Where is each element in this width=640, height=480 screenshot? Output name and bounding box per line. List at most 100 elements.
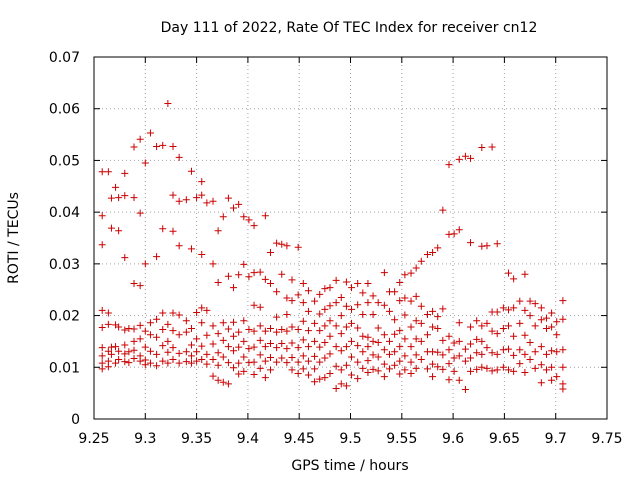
data-point — [391, 288, 399, 296]
data-point — [203, 306, 211, 314]
data-point — [235, 271, 243, 279]
x-tick-label: 9.5 — [339, 431, 361, 447]
data-point — [450, 367, 458, 375]
data-point — [461, 386, 469, 394]
data-point — [304, 357, 312, 365]
data-point — [380, 331, 388, 339]
data-point — [169, 191, 177, 199]
x-tick-label: 9.45 — [284, 431, 315, 447]
data-point — [407, 323, 415, 331]
data-point — [439, 351, 447, 359]
data-point — [115, 356, 123, 364]
data-point — [321, 374, 329, 382]
data-point — [473, 317, 481, 325]
data-point — [359, 364, 367, 372]
data-point — [273, 344, 281, 352]
data-point — [455, 319, 463, 327]
data-point — [266, 280, 274, 288]
data-point — [417, 302, 425, 310]
data-point — [478, 322, 486, 330]
data-point — [369, 337, 377, 345]
data-point — [537, 361, 545, 369]
data-point — [478, 144, 486, 151]
data-point — [483, 364, 491, 372]
data-point — [261, 212, 269, 220]
data-point — [316, 327, 324, 335]
data-point — [559, 363, 567, 371]
data-point — [130, 143, 138, 151]
data-point — [214, 227, 222, 235]
data-point — [423, 251, 431, 259]
data-point — [455, 352, 463, 360]
data-point — [98, 344, 106, 352]
data-point — [240, 337, 248, 345]
data-point — [445, 332, 453, 340]
data-point — [369, 365, 377, 373]
data-point — [219, 378, 227, 386]
data-point — [531, 348, 539, 356]
data-point — [521, 368, 529, 376]
data-point — [396, 370, 404, 378]
data-point — [230, 318, 238, 326]
data-point — [374, 367, 382, 375]
data-point — [326, 284, 334, 292]
data-point — [316, 358, 324, 366]
data-point — [417, 356, 425, 364]
data-point — [553, 318, 561, 326]
data-point — [342, 302, 350, 310]
data-point — [407, 369, 415, 377]
data-point — [401, 335, 409, 343]
data-point — [130, 337, 138, 345]
y-tick-label: 0.07 — [49, 50, 80, 66]
data-point — [261, 327, 269, 335]
data-point — [198, 251, 206, 259]
data-point — [187, 359, 195, 367]
data-point — [224, 325, 232, 333]
data-point — [288, 323, 296, 331]
data-point — [130, 280, 138, 288]
data-point — [273, 328, 281, 336]
data-point — [245, 216, 253, 224]
data-point — [493, 308, 501, 316]
data-point — [304, 307, 312, 315]
data-point — [412, 335, 420, 343]
data-point — [434, 313, 442, 321]
data-point — [510, 332, 518, 340]
data-point — [198, 304, 206, 312]
data-point — [516, 297, 524, 305]
data-point — [488, 349, 496, 357]
data-point — [531, 364, 539, 372]
data-point — [203, 331, 211, 339]
data-point — [526, 356, 534, 364]
data-point — [159, 309, 167, 317]
data-point — [374, 338, 382, 346]
data-point — [230, 347, 238, 355]
data-point — [187, 352, 195, 360]
data-point — [364, 368, 372, 376]
data-point — [354, 324, 362, 332]
data-point — [273, 358, 281, 366]
data-point — [164, 337, 172, 345]
y-tick-label: 0.04 — [49, 205, 80, 221]
data-point — [483, 319, 491, 327]
data-point — [288, 297, 296, 305]
data-point — [219, 353, 227, 361]
data-point — [175, 153, 183, 161]
data-point — [294, 344, 302, 352]
data-point — [521, 306, 529, 314]
data-point — [439, 365, 447, 373]
data-point — [321, 322, 329, 330]
data-point — [182, 317, 190, 325]
data-point — [214, 349, 222, 357]
data-point — [112, 183, 120, 191]
data-point — [175, 359, 183, 367]
data-point — [299, 336, 307, 344]
data-point — [359, 348, 367, 356]
data-point — [141, 361, 149, 369]
data-point — [169, 356, 177, 364]
data-point — [130, 194, 138, 202]
data-point — [505, 269, 513, 277]
data-point — [311, 297, 319, 305]
data-point — [125, 359, 133, 367]
data-point — [526, 312, 534, 320]
